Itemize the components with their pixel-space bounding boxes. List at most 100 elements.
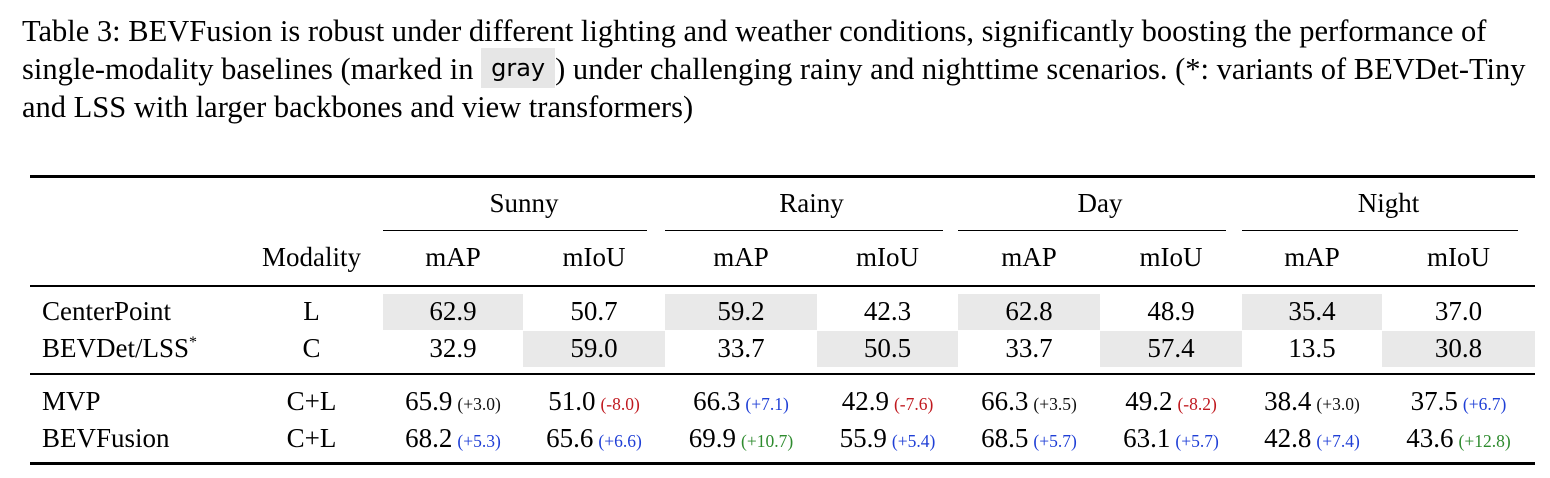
group-header-rainy: Rainy xyxy=(779,188,844,218)
gray-shade-bevdet-lss-day-miou xyxy=(1100,331,1242,367)
method-name-centerpoint: CenterPoint xyxy=(42,296,171,326)
metric-value: 37.0 xyxy=(1434,296,1483,326)
metric-value: 59.0 xyxy=(570,333,618,363)
sunny-map-header: mAP xyxy=(425,242,481,272)
table-top-rule xyxy=(30,175,1535,178)
value-mvp-night-miou: 37.5 (+6.7) xyxy=(1382,384,1535,421)
modality-centerpoint: L xyxy=(303,296,320,326)
metric-value: 66.3 xyxy=(981,386,1029,416)
value-bevfusion-night-map: 42.8 (+7.4) xyxy=(1242,421,1382,458)
baseline-section-rule xyxy=(30,373,1535,375)
metric-value: 33.7 xyxy=(1005,333,1053,363)
group-header-day: Day xyxy=(1077,188,1123,218)
metric-delta: (+5.7) xyxy=(1175,431,1219,451)
value-centerpoint-day-map: 62.8 xyxy=(958,294,1100,328)
metric-value: 13.5 xyxy=(1288,333,1336,363)
value-bevdet-lss-rainy-map: 33.7 xyxy=(665,331,817,365)
metric-value: 42.8 xyxy=(1264,423,1312,453)
metric-value: 30.8 xyxy=(1434,333,1483,363)
value-bevfusion-sunny-map: 68.2 (+5.3) xyxy=(383,421,523,458)
gray-shade-bevdet-lss-night-miou xyxy=(1382,331,1535,367)
value-bevdet-lss-night-miou: 30.8 xyxy=(1382,331,1535,365)
method-name-bevdet-lss-text: BEVDet/LSS xyxy=(42,333,190,363)
value-bevdet-lss-rainy-miou: 50.5 xyxy=(817,331,958,365)
metric-value: 37.5 xyxy=(1410,386,1458,416)
metric-value: 68.5 xyxy=(981,423,1029,453)
table-bottom-rule xyxy=(30,462,1535,465)
metric-value: 68.2 xyxy=(405,423,453,453)
value-bevfusion-night-miou: 43.6 (+12.8) xyxy=(1382,421,1535,458)
gray-shade-bevdet-lss-rainy-miou xyxy=(817,331,958,367)
table-caption: Table 3: BEVFusion is robust under diffe… xyxy=(22,12,1537,126)
metric-delta: (+12.8) xyxy=(1458,431,1511,451)
sunny-miou-header: mIoU xyxy=(562,242,626,272)
value-bevdet-lss-night-map: 13.5 xyxy=(1242,331,1382,365)
value-mvp-rainy-miou: 42.9 (-7.6) xyxy=(817,384,958,421)
modality-header: Modality xyxy=(262,242,361,272)
metric-delta: (+5.3) xyxy=(457,431,501,451)
gray-shade-centerpoint-rainy-map xyxy=(665,294,817,330)
value-centerpoint-rainy-map: 59.2 xyxy=(665,294,817,328)
metric-delta: (+6.6) xyxy=(598,431,642,451)
metric-value: 33.7 xyxy=(717,333,765,363)
night-map-header: mAP xyxy=(1284,242,1340,272)
group-rule-rainy xyxy=(665,230,943,231)
value-mvp-day-miou: 49.2 (-8.2) xyxy=(1100,384,1242,421)
method-name-bevfusion: BEVFusion xyxy=(42,423,170,453)
metric-value: 32.9 xyxy=(429,333,477,363)
metric-delta: (+7.1) xyxy=(745,394,789,414)
metric-value: 38.4 xyxy=(1264,386,1312,416)
metric-value: 65.9 xyxy=(405,386,453,416)
metric-value: 62.9 xyxy=(429,296,477,326)
gray-shade-centerpoint-night-map xyxy=(1242,294,1382,330)
group-header-night: Night xyxy=(1357,188,1420,218)
metric-delta: (+3.5) xyxy=(1033,394,1077,414)
metric-value: 62.8 xyxy=(1005,296,1053,326)
rainy-miou-header: mIoU xyxy=(856,242,919,272)
metric-delta: (-8.2) xyxy=(1177,394,1217,414)
value-bevfusion-day-map: 68.5 (+5.7) xyxy=(958,421,1100,458)
metric-delta: (+5.4) xyxy=(891,431,936,451)
value-bevdet-lss-day-miou: 57.4 xyxy=(1100,331,1242,365)
gray-marker-chip: gray xyxy=(481,48,556,88)
gray-shade-centerpoint-day-map xyxy=(958,294,1100,330)
metric-delta: (+10.7) xyxy=(741,431,794,451)
metric-delta: (-8.0) xyxy=(600,394,640,414)
value-centerpoint-rainy-miou: 42.3 xyxy=(817,294,958,328)
asterisk-footnote-mark: * xyxy=(189,334,198,351)
night-miou-header: mIoU xyxy=(1427,242,1490,272)
method-name-bevdet-lss: BEVDet/LSS* xyxy=(42,331,242,365)
caption-text-part1: Table 3: BEVFusion is robust under diffe… xyxy=(22,14,1487,86)
metric-value: 43.6 xyxy=(1406,423,1454,453)
group-rule-sunny xyxy=(383,230,647,231)
group-header-sunny: Sunny xyxy=(489,188,559,218)
value-bevfusion-rainy-map: 69.9 (+10.7) xyxy=(665,421,817,458)
metric-value: 42.3 xyxy=(863,296,912,326)
value-centerpoint-day-miou: 48.9 xyxy=(1100,294,1242,328)
method-name-mvp: MVP xyxy=(42,386,101,416)
modality-bevfusion: C+L xyxy=(286,423,337,453)
caption-text-part2: ) under challenging rainy and nighttime … xyxy=(22,52,1526,124)
day-map-header: mAP xyxy=(1001,242,1057,272)
header-bottom-rule xyxy=(30,285,1535,287)
day-miou-header: mIoU xyxy=(1139,242,1203,272)
metric-value: 50.7 xyxy=(570,296,618,326)
metric-value: 69.9 xyxy=(688,423,737,453)
rainy-map-header: mAP xyxy=(713,242,769,272)
value-bevfusion-day-miou: 63.1 (+5.7) xyxy=(1100,421,1242,458)
value-mvp-sunny-map: 65.9 (+3.0) xyxy=(383,384,523,421)
value-mvp-day-map: 66.3 (+3.5) xyxy=(958,384,1100,421)
gray-shade-centerpoint-sunny-map xyxy=(383,294,523,330)
modality-bevdet-lss: C xyxy=(302,333,321,363)
value-mvp-sunny-miou: 51.0 (-8.0) xyxy=(523,384,665,421)
value-mvp-night-map: 38.4 (+3.0) xyxy=(1242,384,1382,421)
metric-value: 35.4 xyxy=(1288,296,1336,326)
metric-value: 49.2 xyxy=(1125,386,1173,416)
metric-delta: (+3.0) xyxy=(1316,394,1360,414)
metric-value: 63.1 xyxy=(1123,423,1171,453)
value-centerpoint-night-miou: 37.0 xyxy=(1382,294,1535,328)
group-rule-day xyxy=(958,230,1226,231)
metric-value: 48.9 xyxy=(1147,296,1195,326)
value-bevdet-lss-sunny-miou: 59.0 xyxy=(523,331,665,365)
value-bevdet-lss-sunny-map: 32.9 xyxy=(383,331,523,365)
